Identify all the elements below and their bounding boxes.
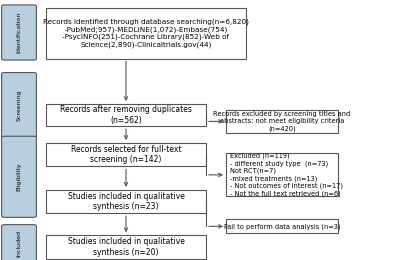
Text: Records after removing duplicates
(n=562): Records after removing duplicates (n=562… (60, 105, 192, 125)
FancyBboxPatch shape (2, 136, 36, 217)
Text: Records excluded by screening titles and
abstracts: not meet eligibility criteri: Records excluded by screening titles and… (213, 111, 351, 132)
Bar (46, 235, 206, 259)
Bar (226, 153, 338, 196)
Bar (46, 190, 206, 213)
Text: Fail to perform data analysis (n=3): Fail to perform data analysis (n=3) (224, 223, 340, 230)
Bar (46, 8, 246, 58)
Bar (226, 219, 338, 233)
Text: Records selected for full-text
screening (n=142): Records selected for full-text screening… (71, 145, 181, 164)
Text: Included: Included (16, 230, 22, 257)
Bar (46, 104, 206, 126)
FancyBboxPatch shape (2, 5, 36, 60)
Text: Eligibility: Eligibility (16, 162, 22, 191)
FancyBboxPatch shape (2, 225, 36, 260)
FancyBboxPatch shape (2, 73, 36, 138)
Text: Identification: Identification (16, 12, 22, 53)
Text: Screening: Screening (16, 90, 22, 121)
Text: Studies included in qualitative
synthesis (n=20): Studies included in qualitative synthesi… (68, 237, 184, 257)
Bar (46, 143, 206, 166)
Text: Excluded (n=119)
- different study type  (n=73)
Not RCT(n=7)
-mixed treatments (: Excluded (n=119) - different study type … (230, 153, 343, 197)
Bar (226, 110, 338, 133)
Text: Records identified through database searching(n=6,820)
-PubMed;957)-MEDLINE(1,07: Records identified through database sear… (43, 19, 249, 48)
Text: Studies included in qualitative
synthesis (n=23): Studies included in qualitative synthesi… (68, 192, 184, 211)
